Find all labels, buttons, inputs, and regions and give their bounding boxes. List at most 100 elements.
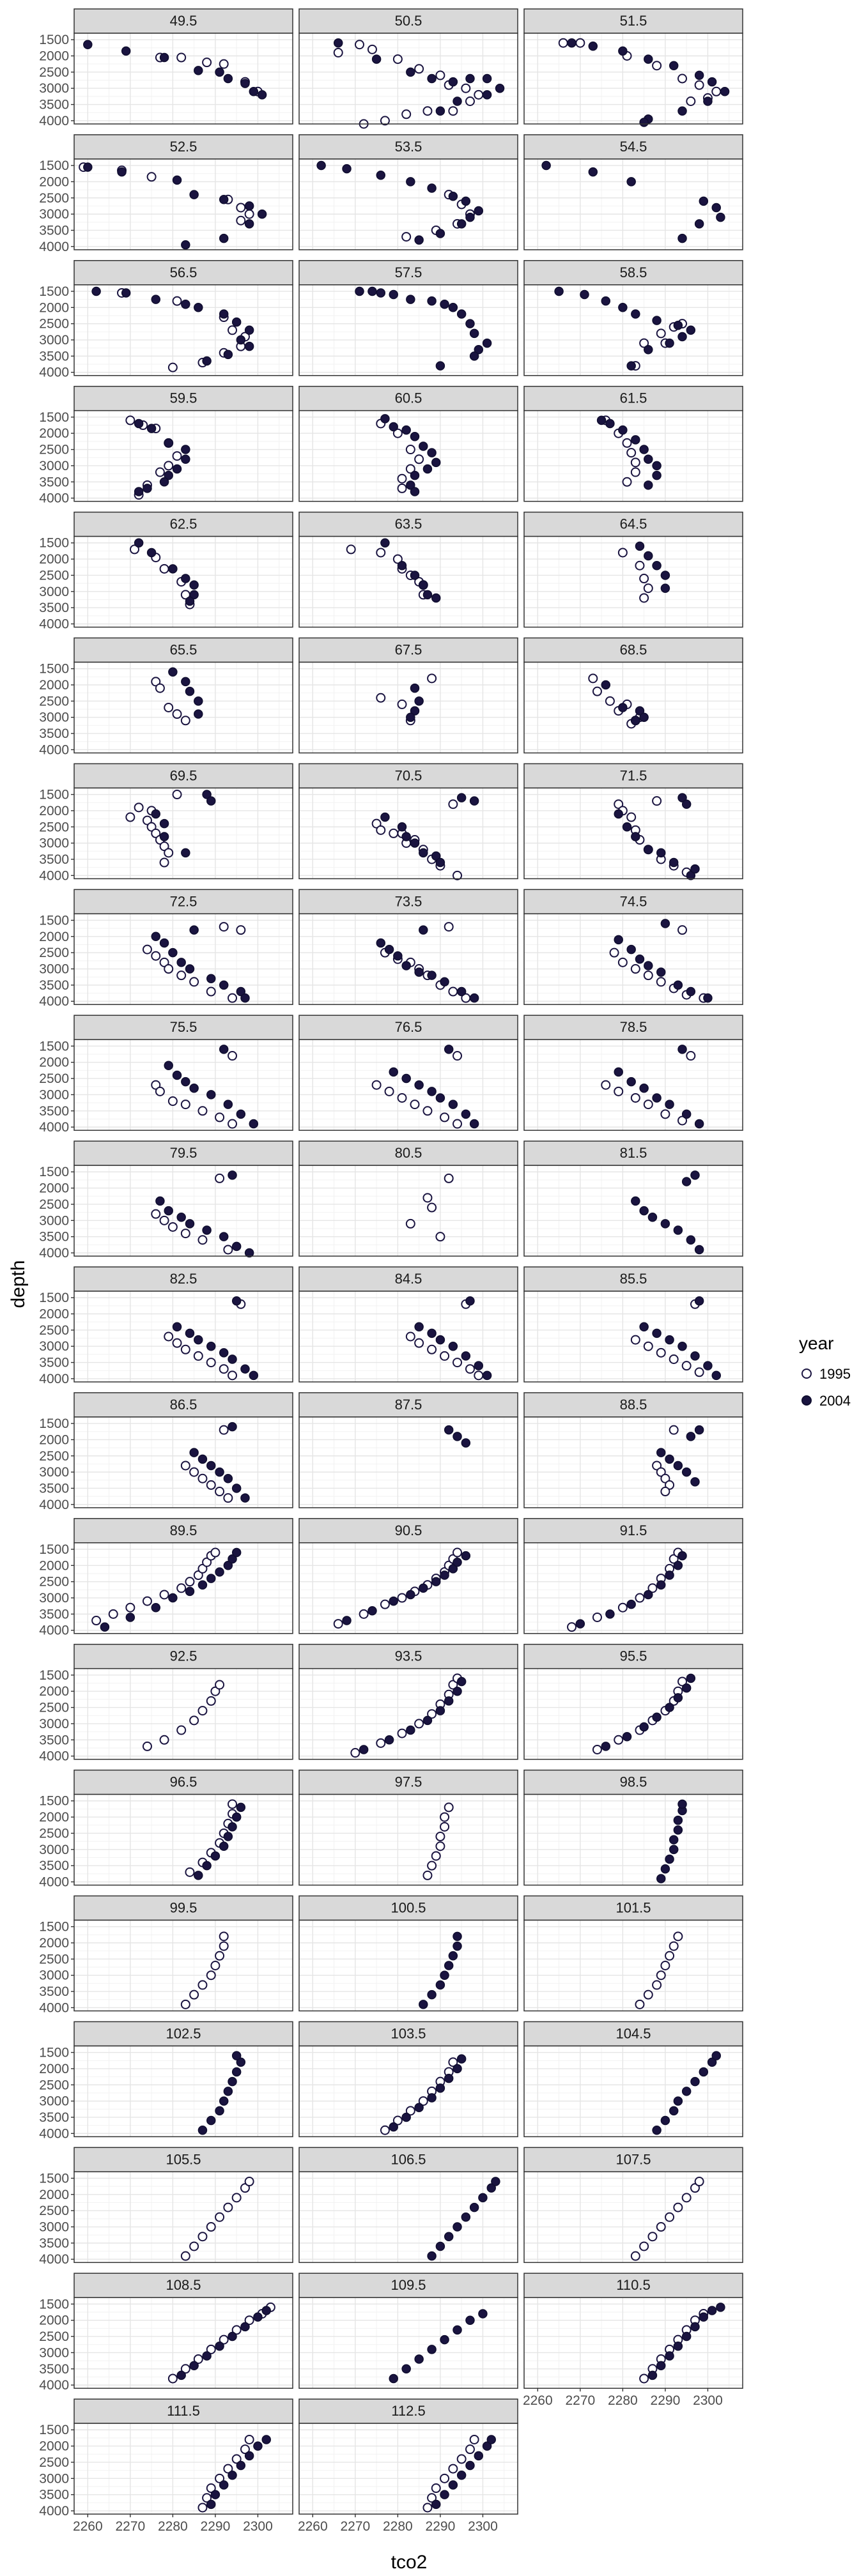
facet-panel-84.5: 84.5 <box>298 1266 518 1383</box>
point-2004 <box>189 580 199 590</box>
point-2004 <box>223 349 233 360</box>
facet-strip-label: 85.5 <box>620 1271 647 1287</box>
point-2004 <box>448 191 458 201</box>
y-tick-label: 3500 <box>39 1984 69 1999</box>
y-tick-label: 3500 <box>39 978 69 993</box>
point-2004 <box>194 303 203 312</box>
facet-strip <box>298 1266 518 1292</box>
point-1995 <box>414 1719 424 1729</box>
facet-strip-label: 82.5 <box>170 1271 197 1287</box>
point-1995 <box>197 1563 208 1574</box>
point-2004 <box>427 1087 437 1096</box>
point-2004 <box>210 1851 221 1861</box>
facet-border <box>298 1919 518 2012</box>
point-2004 <box>474 206 484 216</box>
point-1995 <box>558 38 568 48</box>
point-2004 <box>406 67 415 77</box>
point-2004 <box>639 1206 649 1216</box>
point-2004 <box>652 470 662 480</box>
facet-border <box>74 2297 293 2389</box>
point-1995 <box>669 1354 679 1364</box>
point-1995 <box>236 925 246 935</box>
point-2004 <box>453 2222 462 2232</box>
y-tick-label: 2000 <box>39 1558 69 1573</box>
facet-strip <box>523 511 743 537</box>
point-1995 <box>660 1109 670 1119</box>
point-2004 <box>159 818 169 829</box>
point-2004 <box>631 435 640 445</box>
point-2004 <box>435 1335 445 1345</box>
point-2004 <box>406 177 415 187</box>
y-tick-label: 2500 <box>39 1071 69 1086</box>
point-2004 <box>181 677 190 687</box>
x-tick-label: 2290 <box>201 2519 231 2534</box>
y-tick-label: 3000 <box>39 710 69 725</box>
facet-border <box>298 33 518 125</box>
y-tick-label: 1500 <box>39 788 69 802</box>
point-2004 <box>223 1100 233 1109</box>
point-1995 <box>397 483 407 493</box>
point-2004 <box>626 361 636 371</box>
facet-panel-50.5: 50.5 <box>298 8 518 129</box>
point-2004 <box>495 83 505 93</box>
point-2004 <box>215 67 224 77</box>
point-2004 <box>427 73 437 84</box>
facet-border <box>298 2297 518 2389</box>
point-1995 <box>440 1821 450 1832</box>
point-2004 <box>206 974 216 983</box>
facet-plot-area <box>74 1794 293 1885</box>
y-tick-label: 2500 <box>39 2078 69 2092</box>
point-2004 <box>456 219 467 229</box>
facet-panel-60.5: 60.5 <box>298 385 518 502</box>
point-2004 <box>720 87 730 96</box>
facet-strip-label: 49.5 <box>170 13 197 29</box>
point-2004 <box>223 1474 233 1483</box>
point-1995 <box>635 560 645 571</box>
point-1995 <box>159 841 169 852</box>
point-2004 <box>474 2451 484 2461</box>
point-1995 <box>660 1961 670 1970</box>
facet-border <box>523 284 743 376</box>
point-2004 <box>456 2470 467 2480</box>
point-1995 <box>643 583 653 594</box>
point-2004 <box>690 1351 700 1361</box>
point-2004 <box>711 203 721 213</box>
point-1995 <box>690 2183 700 2193</box>
point-2004 <box>185 1586 195 1597</box>
point-2004 <box>389 2373 398 2384</box>
y-tick-label: 4000 <box>39 1498 69 1512</box>
y-tick-label: 2500 <box>39 1701 69 1715</box>
point-2004 <box>401 832 411 841</box>
point-1995 <box>125 415 135 425</box>
point-2004 <box>206 796 216 806</box>
point-1995 <box>427 673 437 684</box>
point-1995 <box>380 1599 390 1609</box>
facet-plot-area <box>299 1165 518 1257</box>
point-1995 <box>333 1619 343 1629</box>
point-1995 <box>193 1570 203 1581</box>
facet-border <box>74 1667 293 1760</box>
point-1995 <box>164 848 174 858</box>
point-2004 <box>465 2460 475 2471</box>
y-tick-label: 3000 <box>39 81 69 96</box>
point-2004 <box>100 1622 110 1632</box>
facet-strip-label: 108.5 <box>166 2277 201 2293</box>
point-2004 <box>677 1045 687 1054</box>
point-1995 <box>219 1425 229 1435</box>
x-tick-label: 2280 <box>158 2519 188 2534</box>
y-tick-label: 3000 <box>39 2345 69 2360</box>
point-1995 <box>647 2232 658 2242</box>
facet-border <box>74 1039 293 1131</box>
point-2004 <box>422 464 433 474</box>
facet-strip-label: 109.5 <box>391 2277 426 2293</box>
point-2004 <box>410 487 420 496</box>
facet-strip <box>74 889 293 915</box>
facet-panel-95.5: 95.5 <box>523 1643 743 1760</box>
point-2004 <box>453 1941 462 1951</box>
point-2004 <box>677 1341 687 1351</box>
point-1995 <box>142 944 152 954</box>
point-1995 <box>456 2454 467 2464</box>
facet-panel-76.5: 76.5 <box>298 1015 518 1131</box>
point-2004 <box>703 993 713 1003</box>
point-1995 <box>176 970 187 981</box>
